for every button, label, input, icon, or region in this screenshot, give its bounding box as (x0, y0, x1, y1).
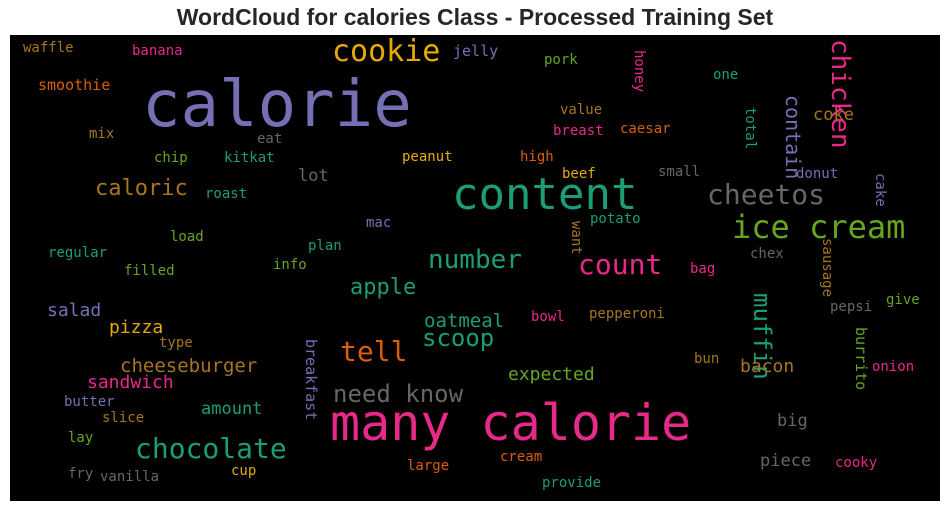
word-expected: expected (508, 364, 595, 385)
word-small: small (658, 164, 701, 180)
word-cooky: cooky (835, 455, 878, 471)
word-waffle: waffle (23, 40, 74, 56)
word-honey: honey (631, 50, 647, 93)
word-pepsi: pepsi (830, 299, 873, 315)
word-roast: roast (205, 186, 248, 202)
word-filled: filled (124, 263, 175, 279)
word-bacon: bacon (740, 356, 795, 377)
word-calorie: calorie (142, 68, 412, 142)
word-cup: cup (231, 463, 257, 479)
word-provide: provide (542, 475, 602, 491)
word-mac: mac (366, 215, 392, 231)
word-smoothie: smoothie (38, 76, 111, 94)
word-big: big (777, 411, 808, 431)
word-value: value (560, 102, 603, 118)
word-lay: lay (68, 430, 94, 446)
word-large: large (407, 458, 450, 474)
word-beef: beef (562, 166, 596, 182)
word-pepperoni: pepperoni (589, 306, 665, 322)
word-cheeseburger: cheeseburger (120, 355, 258, 377)
word-chicken: chicken (825, 39, 855, 149)
word-cake: cake (872, 173, 888, 207)
word-count: count (578, 248, 663, 281)
word-bag: bag (690, 261, 716, 277)
word-cream: cream (500, 449, 543, 465)
word-slice: slice (102, 410, 145, 426)
word-vanilla: vanilla (100, 469, 160, 485)
word-coke: coke (813, 105, 854, 125)
word-content: content (452, 169, 638, 220)
word-oatmeal: oatmeal (424, 310, 505, 332)
word-chex: chex (750, 246, 784, 262)
word-bun: bun (694, 351, 720, 367)
word-apple: apple (350, 275, 417, 300)
word-kitkat: kitkat (224, 150, 275, 166)
word-pizza: pizza (109, 317, 164, 338)
word-caloric: caloric (95, 176, 188, 201)
word-eat: eat (257, 131, 283, 147)
word-cheetos: cheetos (707, 178, 826, 211)
word-peanut: peanut (402, 149, 453, 165)
word-type: type (159, 335, 193, 351)
word-burrito: burrito (852, 327, 870, 391)
word-want: want (568, 221, 584, 255)
word-chip: chip (154, 150, 188, 166)
word-butter: butter (64, 394, 115, 410)
word-plan: plan (308, 238, 342, 254)
word-breakfast: breakfast (302, 339, 320, 421)
word-sandwich: sandwich (87, 372, 174, 393)
word-number: number (428, 245, 522, 275)
word-cloud-canvas: calorie many calorie content ice cream cooki… (10, 35, 940, 501)
word-ice-cream: ice cream (732, 208, 906, 246)
word-one: one (713, 67, 739, 83)
word-many-calorie: many calorie (330, 394, 692, 452)
word-need-know: need know (333, 380, 464, 408)
word-scoop: scoop (422, 324, 495, 352)
word-total: total (742, 107, 758, 150)
word-mix: mix (89, 126, 115, 142)
word-chocolate: chocolate (135, 432, 287, 465)
word-cookie: cookie (332, 35, 441, 69)
word-salad: salad (47, 300, 102, 321)
word-donut: donut (796, 166, 839, 182)
word-give: give (886, 292, 920, 308)
word-potato: potato (590, 211, 641, 227)
word-regular: regular (48, 245, 108, 261)
word-load: load (170, 229, 204, 245)
word-tell: tell (340, 335, 408, 368)
chart-title: WordCloud for calories Class - Processed… (176, 4, 774, 30)
word-sausage: sausage (819, 238, 835, 298)
word-info: info (273, 257, 307, 273)
word-lot: lot (298, 166, 329, 186)
word-caesar: caesar (620, 121, 671, 137)
word-breast: breast (553, 123, 604, 139)
word-amount: amount (201, 399, 263, 419)
word-fry: fry (68, 466, 94, 482)
word-piece: piece (760, 451, 812, 471)
word-pork: pork (544, 52, 578, 68)
word-high: high (520, 149, 554, 165)
word-onion: onion (872, 359, 915, 375)
word-banana: banana (132, 43, 183, 59)
word-jelly: jelly (453, 42, 499, 60)
word-bowl: bowl (531, 309, 565, 325)
